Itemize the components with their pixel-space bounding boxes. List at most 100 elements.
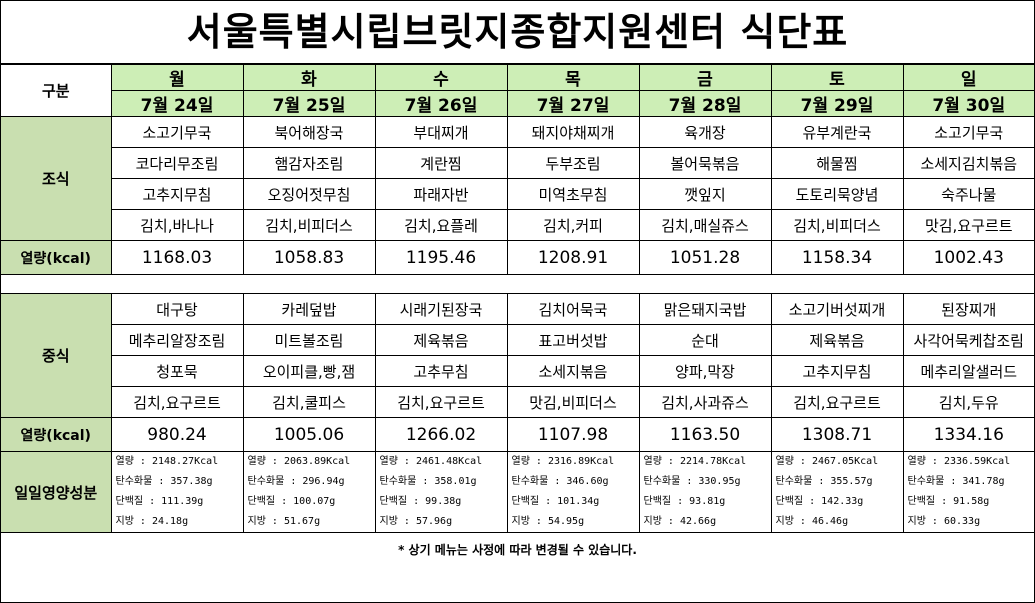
nutrition-line: 열량 : 2148.27Kcal	[115, 456, 219, 467]
nutrition-line: 탄수화물 : 330.95g	[643, 476, 741, 487]
menu-item: 청포묵	[110, 355, 244, 387]
day-header: 일	[902, 64, 1034, 91]
menu-item: 김치,두유	[902, 386, 1034, 418]
lunch-menu-row: 중식 대구탕 카레덮밥 시래기된장국 김치어묵국 맑은돼지국밥 소고기버섯찌개 된장찌개	[1, 293, 1034, 418]
category-header: 구분	[1, 64, 112, 117]
lunch-kcal-label: 열량(kcal)	[1, 417, 112, 452]
day-header: 토	[770, 64, 904, 91]
kcal-value: 1195.46	[374, 240, 508, 275]
menu-item: 오이피클,빵,잼	[242, 355, 376, 387]
nutrition-line: 단백질 : 142.33g	[775, 496, 864, 507]
menu-item: 도토리묵양념	[770, 178, 904, 210]
day-header: 목	[506, 64, 640, 91]
nutrition-line: 단백질 : 111.39g	[115, 496, 204, 507]
kcal-value: 1266.02	[374, 417, 508, 452]
menu-item: 김치,요플레	[374, 209, 508, 241]
page-title: 서울특별시립브릿지종합지원센터 식단표	[1, 1, 1034, 64]
nutrition-line: 열량 : 2461.48Kcal	[379, 456, 483, 467]
date-header: 7월 29일	[770, 90, 904, 117]
kcal-value: 1208.91	[506, 240, 640, 275]
kcal-value: 1334.16	[902, 417, 1034, 452]
kcal-value: 1308.71	[770, 417, 904, 452]
menu-item: 소고기무국	[110, 116, 244, 148]
kcal-value: 1107.98	[506, 417, 640, 452]
header-day-row: 구분 월 화 수 목 금 토 일	[1, 64, 1034, 117]
nutrition-line: 지방 : 54.95g	[511, 516, 585, 527]
nutrition-line: 열량 : 2336.59Kcal	[907, 456, 1011, 467]
menu-item: 메추리알장조림	[110, 324, 244, 356]
menu-item: 깻잎지	[638, 178, 772, 210]
menu-table: 구분 월 화 수 목 금 토 일 7월 24일 7월 25일 7월 26일 7월 27일 7월 28일 7…	[1, 64, 1034, 566]
kcal-value: 1051.28	[638, 240, 772, 275]
menu-item: 육개장	[638, 116, 772, 148]
nutrition-line: 탄수화물 : 346.60g	[511, 476, 609, 487]
menu-item: 북어해장국	[242, 116, 376, 148]
menu-item: 소고기버섯찌개	[770, 293, 904, 325]
breakfast-menu-row: 김치,바나나 김치,비피더스 김치,요플레 김치,커피 김치,매실쥬스 김치,비피더스 맛김…	[1, 209, 1034, 241]
nutrition-line: 열량 : 2467.05Kcal	[775, 456, 879, 467]
date-header: 7월 27일	[506, 90, 640, 117]
menu-item: 맛김,요구르트	[902, 209, 1034, 241]
nutrition-row: 일일영양성분 열량 : 2148.27Kcal 탄수화물 : 357.38g 단백질 …	[1, 451, 1034, 533]
breakfast-kcal-row: 열량(kcal) 1168.03 1058.83 1195.46 1208.91 1051…	[1, 240, 1034, 275]
menu-item: 김치,바나나	[110, 209, 244, 241]
menu-item: 제육볶음	[374, 324, 508, 356]
date-header: 7월 25일	[242, 90, 376, 117]
menu-item: 표고버섯밥	[506, 324, 640, 356]
nutrition-cell: 열량 : 2461.48Kcal 탄수화물 : 358.01g 단백질 : 99.3…	[374, 451, 508, 533]
nutrition-line: 단백질 : 93.81g	[643, 496, 726, 507]
menu-item: 햄감자조림	[242, 147, 376, 179]
nutrition-cell: 열량 : 2148.27Kcal 탄수화물 : 357.38g 단백질 : 111.…	[110, 451, 244, 533]
breakfast-kcal-label: 열량(kcal)	[1, 240, 112, 275]
date-header: 7월 30일	[902, 90, 1034, 117]
day-header: 화	[242, 64, 376, 91]
menu-item: 시래기된장국	[374, 293, 508, 325]
section-spacer	[1, 274, 1034, 294]
nutrition-cell: 열량 : 2316.89Kcal 탄수화물 : 346.60g 단백질 : 101.…	[506, 451, 640, 533]
menu-item: 카레덮밥	[242, 293, 376, 325]
day-header: 월	[110, 64, 244, 91]
nutrition-line: 탄수화물 : 355.57g	[775, 476, 873, 487]
menu-item: 김치,커피	[506, 209, 640, 241]
menu-item: 대구탕	[110, 293, 244, 325]
nutrition-line: 지방 : 60.33g	[907, 516, 981, 527]
menu-item: 김치,비피더스	[770, 209, 904, 241]
kcal-value: 1163.50	[638, 417, 772, 452]
nutrition-label: 일일영양성분	[1, 451, 112, 533]
nutrition-cell: 열량 : 2467.05Kcal 탄수화물 : 355.57g 단백질 : 142.…	[770, 451, 904, 533]
menu-item: 고추지무침	[110, 178, 244, 210]
kcal-value: 980.24	[110, 417, 244, 452]
menu-item: 된장찌개	[902, 293, 1034, 325]
nutrition-line: 지방 : 46.46g	[775, 516, 849, 527]
menu-item: 고추지무침	[770, 355, 904, 387]
nutrition-line: 탄수화물 : 357.38g	[115, 476, 213, 487]
menu-item: 오징어젓무침	[242, 178, 376, 210]
date-header: 7월 28일	[638, 90, 772, 117]
day-header: 금	[638, 64, 772, 91]
menu-item: 김치,사과쥬스	[638, 386, 772, 418]
nutrition-line: 탄수화물 : 358.01g	[379, 476, 477, 487]
menu-item: 제육볶음	[770, 324, 904, 356]
menu-item: 소세지볶음	[506, 355, 640, 387]
menu-item: 계란찜	[374, 147, 508, 179]
nutrition-line: 열량 : 2214.78Kcal	[643, 456, 747, 467]
menu-item: 김치,요구르트	[374, 386, 508, 418]
menu-item: 김치,매실쥬스	[638, 209, 772, 241]
menu-item: 돼지야채찌개	[506, 116, 640, 148]
nutrition-line: 단백질 : 101.34g	[511, 496, 600, 507]
menu-item: 부대찌개	[374, 116, 508, 148]
menu-item: 미역초무침	[506, 178, 640, 210]
menu-item: 코다리무조림	[110, 147, 244, 179]
menu-item: 양파,막장	[638, 355, 772, 387]
lunch-label: 중식	[1, 293, 112, 418]
menu-item: 사각어묵케찹조림	[902, 324, 1034, 356]
nutrition-line: 탄수화물 : 296.94g	[247, 476, 345, 487]
menu-item: 맑은돼지국밥	[638, 293, 772, 325]
lunch-menu-row: 청포묵 오이피클,빵,잼 고추무침 소세지볶음 양파,막장 고추지무침 메추리알샐러드	[1, 355, 1034, 387]
date-header: 7월 24일	[110, 90, 244, 117]
menu-item: 메추리알샐러드	[902, 355, 1034, 387]
nutrition-line: 단백질 : 100.07g	[247, 496, 336, 507]
nutrition-cell: 열량 : 2063.89Kcal 탄수화물 : 296.94g 단백질 : 100.…	[242, 451, 376, 533]
footnote: * 상기 메뉴는 사정에 따라 변경될 수 있습니다.	[1, 532, 1034, 566]
menu-item: 고추무침	[374, 355, 508, 387]
